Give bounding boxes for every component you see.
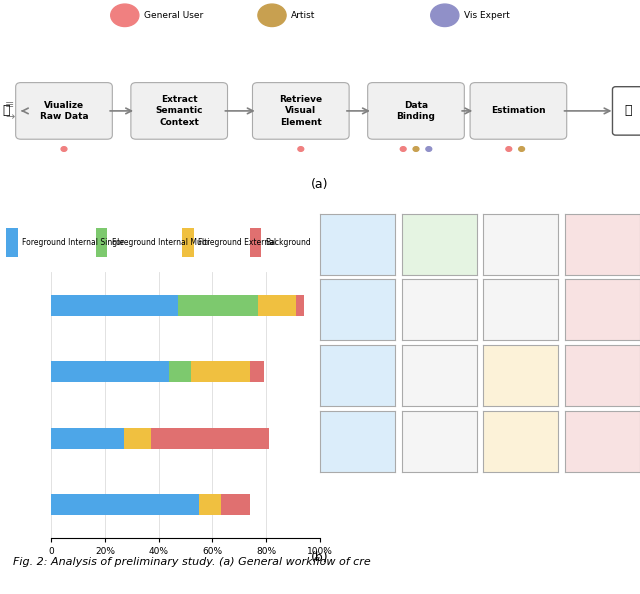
Bar bbox=[170, 361, 191, 383]
Bar bbox=[199, 494, 221, 516]
Circle shape bbox=[61, 147, 67, 151]
Bar bbox=[51, 494, 199, 516]
Bar bbox=[191, 361, 250, 383]
Text: (a): (a) bbox=[311, 178, 329, 191]
Text: Fig. 2: Analysis of preliminary study. (a) General workflow of cre: Fig. 2: Analysis of preliminary study. (… bbox=[13, 557, 371, 567]
Text: Retrieve
Visual
Element: Retrieve Visual Element bbox=[279, 95, 323, 127]
FancyBboxPatch shape bbox=[250, 228, 261, 257]
Circle shape bbox=[111, 4, 139, 27]
Bar bbox=[150, 428, 269, 449]
Bar bbox=[177, 295, 258, 316]
Bar bbox=[296, 295, 304, 316]
Text: Background: Background bbox=[266, 238, 311, 247]
Circle shape bbox=[426, 147, 432, 151]
Bar bbox=[258, 295, 296, 316]
Text: Foreground Internal Single: Foreground Internal Single bbox=[22, 238, 124, 247]
Circle shape bbox=[431, 4, 459, 27]
Circle shape bbox=[258, 4, 286, 27]
Bar bbox=[51, 428, 124, 449]
Text: 📊: 📊 bbox=[624, 105, 632, 118]
Text: 📄: 📄 bbox=[3, 105, 10, 118]
Text: Foreground Internal Multi: Foreground Internal Multi bbox=[112, 238, 209, 247]
FancyBboxPatch shape bbox=[131, 83, 228, 139]
Circle shape bbox=[518, 147, 525, 151]
FancyBboxPatch shape bbox=[15, 83, 113, 139]
Circle shape bbox=[506, 147, 512, 151]
Bar bbox=[124, 428, 150, 449]
Text: Data
Binding: Data Binding bbox=[397, 101, 435, 121]
FancyBboxPatch shape bbox=[96, 228, 107, 257]
FancyBboxPatch shape bbox=[253, 83, 349, 139]
Bar bbox=[221, 494, 250, 516]
Circle shape bbox=[298, 147, 304, 151]
FancyBboxPatch shape bbox=[470, 83, 567, 139]
Bar bbox=[51, 361, 170, 383]
Text: ≡
→: ≡ → bbox=[5, 100, 14, 122]
FancyBboxPatch shape bbox=[367, 83, 465, 139]
FancyBboxPatch shape bbox=[612, 87, 640, 135]
Circle shape bbox=[413, 147, 419, 151]
Text: Foreground External: Foreground External bbox=[198, 238, 276, 247]
Text: Viualize
Raw Data: Viualize Raw Data bbox=[40, 101, 88, 121]
Text: (b): (b) bbox=[311, 551, 329, 564]
Text: Vis Expert: Vis Expert bbox=[464, 11, 509, 20]
Text: Estimation: Estimation bbox=[491, 106, 546, 115]
Text: Artist: Artist bbox=[291, 11, 316, 20]
Bar bbox=[51, 295, 177, 316]
Text: Extract
Semantic
Context: Extract Semantic Context bbox=[156, 95, 203, 127]
Circle shape bbox=[400, 147, 406, 151]
Bar bbox=[250, 361, 264, 383]
FancyBboxPatch shape bbox=[6, 228, 18, 257]
Text: General User: General User bbox=[144, 11, 204, 20]
FancyBboxPatch shape bbox=[182, 228, 193, 257]
